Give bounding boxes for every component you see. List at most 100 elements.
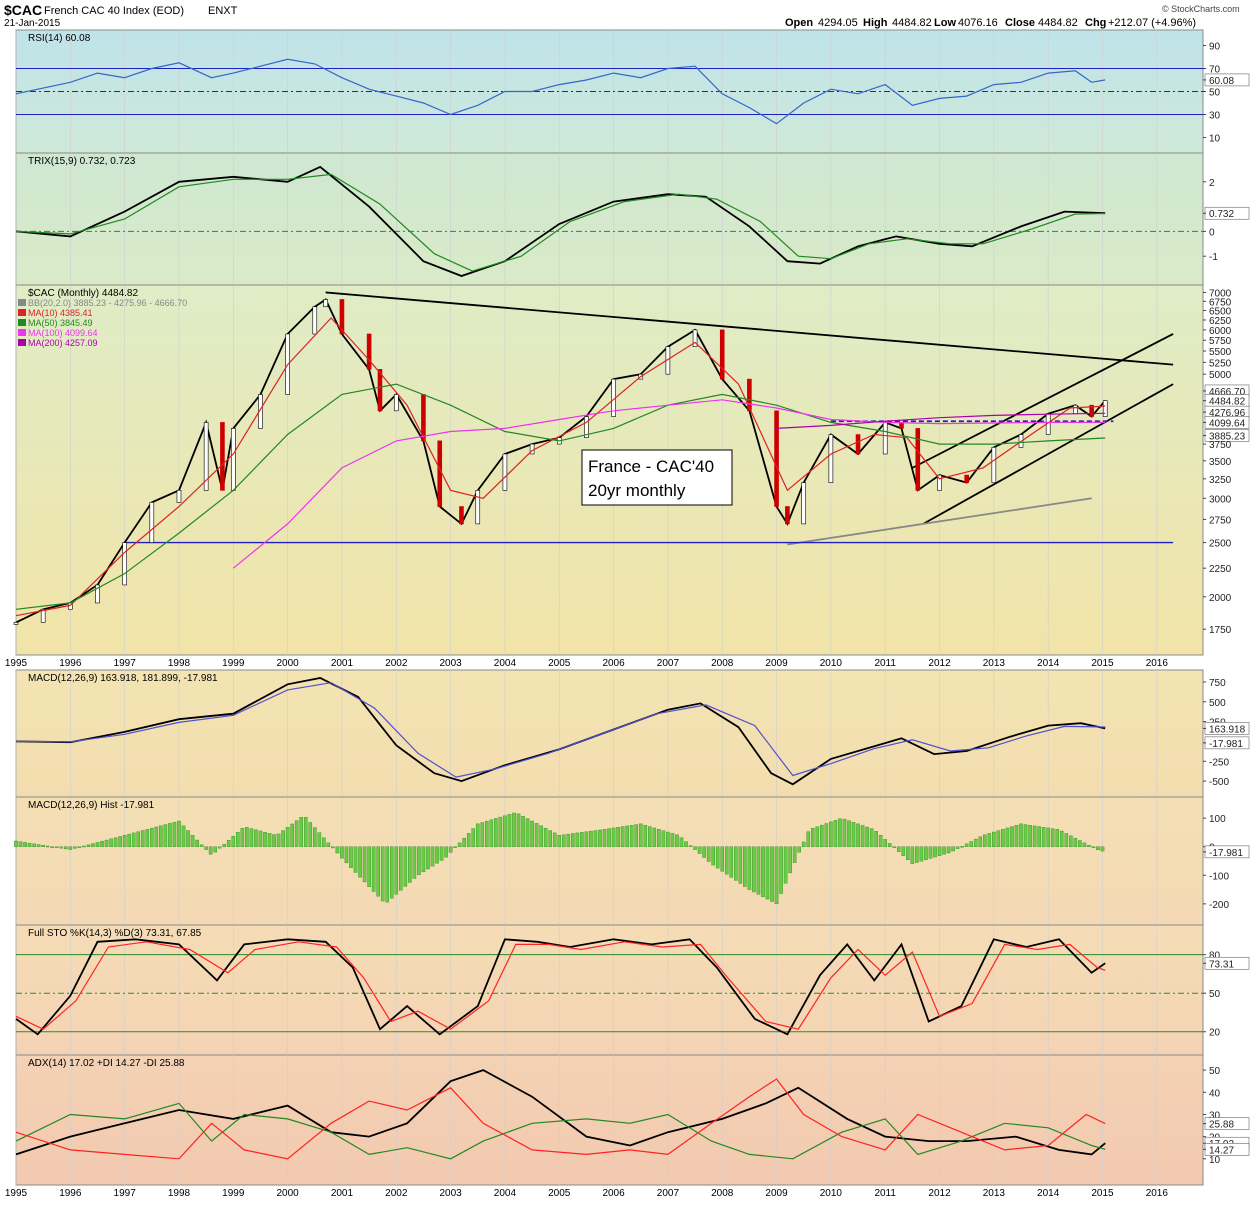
tick-label: 2750 xyxy=(1209,515,1232,526)
hist-bar xyxy=(254,829,258,847)
candle xyxy=(964,474,969,483)
hist-bar xyxy=(602,829,607,847)
hist-bar xyxy=(824,823,829,847)
hist-bar xyxy=(276,833,281,847)
hist-bar xyxy=(430,846,435,867)
hist-bar xyxy=(394,846,399,895)
tick-label: 6000 xyxy=(1209,326,1232,337)
tick-label: 3250 xyxy=(1209,475,1232,486)
tick-label: 4484.82 xyxy=(1209,397,1246,408)
trendline xyxy=(787,497,1092,546)
tick-label: 25.88 xyxy=(1209,1120,1234,1131)
hist-bar xyxy=(688,845,693,847)
hist-bar xyxy=(154,826,159,847)
hist-bar xyxy=(711,846,715,866)
chg-label: Chg xyxy=(1085,17,1106,29)
series--d xyxy=(15,941,1106,1030)
hist-bar xyxy=(797,846,801,853)
x-tick-label: 2015 xyxy=(1091,658,1114,669)
hist-bar xyxy=(376,846,380,897)
hist-bar xyxy=(521,816,525,847)
x-tick-label: 2003 xyxy=(439,1188,462,1199)
hist-bar xyxy=(285,827,290,847)
panel-bg xyxy=(15,1054,1204,1186)
hist-bar xyxy=(575,832,580,847)
hist-bar xyxy=(548,830,552,847)
hist-bar xyxy=(982,834,987,847)
tick-label: -250 xyxy=(1209,757,1229,768)
hist-bar xyxy=(937,846,942,856)
panel-label: $CAC (Monthly) 4484.82 xyxy=(28,288,138,299)
hist-bar xyxy=(978,836,983,847)
panel-bg xyxy=(15,796,1204,926)
hist-bar xyxy=(367,846,371,887)
hist-bar xyxy=(100,841,104,847)
hist-bar xyxy=(258,830,263,847)
candle xyxy=(692,329,698,347)
hist-bar xyxy=(878,835,883,847)
series-ma-200- xyxy=(776,412,1106,429)
hist-bar xyxy=(73,846,77,849)
hist-bar xyxy=(561,834,566,847)
hist-bar xyxy=(534,823,539,847)
close-label: Close xyxy=(1005,17,1035,29)
candle xyxy=(855,434,861,455)
hist-bar xyxy=(607,828,611,847)
hist-bar xyxy=(1019,823,1023,847)
panel-label: MACD(12,26,9) 163.918, 181.899, -17.981 xyxy=(28,673,218,684)
hist-bar xyxy=(136,831,141,847)
hist-bar xyxy=(752,846,756,893)
hist-bar xyxy=(1023,824,1028,847)
hist-bar xyxy=(580,832,584,847)
hist-bar xyxy=(625,825,629,847)
hist-bar xyxy=(507,814,512,847)
hist-bar xyxy=(571,833,575,847)
tick-label: 5500 xyxy=(1209,347,1232,358)
hist-bar xyxy=(924,846,928,860)
candle xyxy=(393,394,399,412)
hist-bar xyxy=(552,832,557,847)
hist-bar xyxy=(86,844,91,847)
hist-bar xyxy=(1037,826,1041,847)
hist-bar xyxy=(127,833,131,847)
hist-bar xyxy=(1005,827,1010,847)
hist-bar xyxy=(661,830,666,847)
hist-bar xyxy=(199,844,204,847)
x-tick-label: 1998 xyxy=(168,1188,191,1199)
hist-bar xyxy=(1050,828,1055,847)
x-tick-label: 2000 xyxy=(276,658,299,669)
x-tick-label: 2005 xyxy=(548,658,571,669)
tick-label: 2250 xyxy=(1209,564,1232,575)
candle xyxy=(991,447,997,483)
candle xyxy=(459,506,464,525)
hist-bar xyxy=(679,837,684,847)
hist-bar xyxy=(530,820,534,847)
hist-bar xyxy=(489,819,494,847)
hist-bar xyxy=(1096,846,1100,851)
hist-bar xyxy=(810,828,815,847)
annotation-line2: 20yr monthly xyxy=(588,481,686,500)
hist-bar xyxy=(186,830,190,847)
hist-bar xyxy=(36,844,41,847)
hist-bar xyxy=(557,835,562,847)
hist-bar xyxy=(901,846,906,856)
hist-bar xyxy=(68,846,73,850)
tick-label: 163.918 xyxy=(1209,724,1246,735)
legend-entry: BB(20,2.0) 3885.23 - 4275.96 - 4666.70 xyxy=(28,298,187,308)
hist-bar xyxy=(675,834,679,847)
tick-label: 6500 xyxy=(1209,306,1232,317)
hist-bar xyxy=(412,846,417,879)
hist-bar xyxy=(190,835,195,847)
hist-bar xyxy=(666,831,670,847)
hist-bar xyxy=(281,830,285,847)
hist-bar xyxy=(389,846,394,899)
x-tick-label: 2011 xyxy=(874,1188,896,1199)
candle xyxy=(774,410,779,507)
hist-bar xyxy=(95,842,100,847)
candle xyxy=(312,306,318,335)
candle xyxy=(1073,404,1078,414)
hist-bar xyxy=(761,846,765,897)
hist-bar xyxy=(466,833,471,847)
hist-bar xyxy=(629,825,634,847)
hist-bar xyxy=(371,846,376,892)
